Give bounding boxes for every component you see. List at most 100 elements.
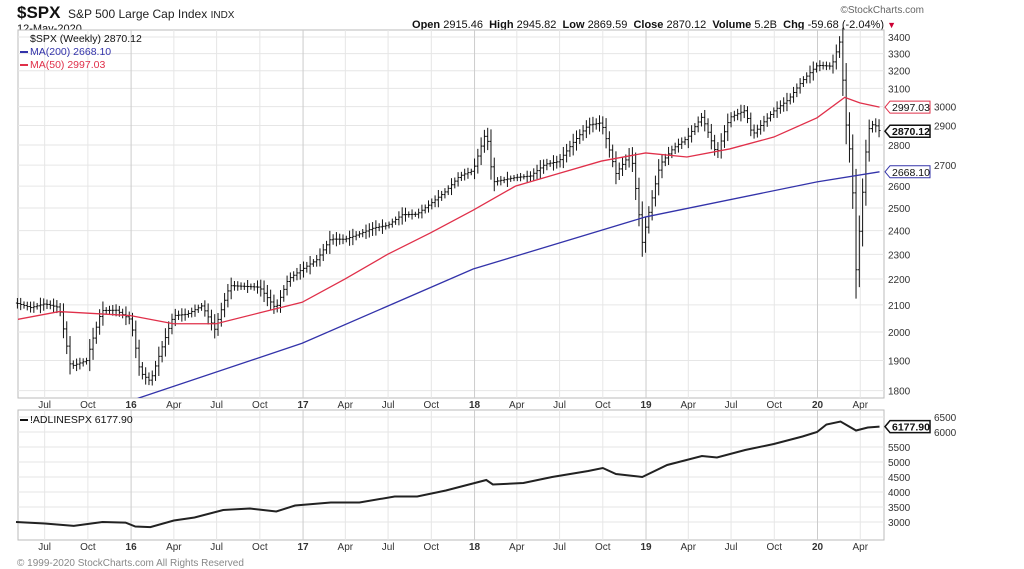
legend-adline-text: !ADLINESPX 6177.90 [30, 414, 133, 426]
ma200-value-tag-text: 2668.10 [892, 167, 930, 179]
last-price-tag: 2870.12 [884, 124, 931, 138]
x-tick-label: Apr [166, 542, 182, 553]
y-tick-label: 4000 [888, 488, 911, 499]
y-tick-label: 6500 [934, 413, 957, 424]
y-tick-label: 2200 [888, 275, 911, 286]
close-value: 2870.12 [666, 19, 707, 31]
x-tick-label: Apr [509, 542, 525, 553]
ma200-value-tag: 2668.10 [884, 165, 931, 179]
adline-line [15, 420, 880, 529]
y-tick-label: 3000 [934, 103, 957, 114]
x-tick-label: Jul [382, 542, 395, 553]
adline-value-tag: 6177.90 [884, 419, 931, 434]
y-tick-label: 2600 [888, 182, 911, 193]
x-tick-label: Apr [681, 542, 697, 553]
legend-spx-text: $SPX (Weekly) 2870.12 [30, 33, 142, 45]
ma50-line [18, 96, 880, 325]
last-price-tag-box [884, 124, 931, 138]
y-tick-label: 2800 [888, 141, 911, 152]
x-tick-label: Oct [767, 542, 783, 553]
y-tick-label: 2000 [888, 328, 911, 339]
y-tick-label: 6000 [934, 428, 957, 439]
y-tick-label: 2400 [888, 227, 911, 238]
close-label: Close [633, 19, 664, 31]
x-tick-label: Oct [595, 400, 611, 411]
y-tick-label: 2500 [888, 204, 911, 215]
x-tick-label: Oct [80, 400, 96, 411]
legend-ma200-text: MA(200) 2668.10 [30, 46, 111, 58]
legend-spx: $SPX (Weekly) 2870.12 [30, 33, 142, 45]
y-tick-label: 1900 [888, 357, 911, 368]
legend-ma50: MA(50) 2997.03 [20, 59, 105, 71]
symbol: $SPX [17, 3, 61, 22]
y-tick-label: 1800 [888, 387, 911, 398]
down-arrow-icon: ▼ [887, 20, 896, 30]
y-tick-label: 3100 [888, 84, 911, 95]
low-label: Low [562, 19, 585, 31]
x-tick-label: Oct [252, 542, 268, 553]
x-tick-label: Jul [38, 542, 51, 553]
x-tick-label: 19 [640, 542, 652, 553]
open-value: 2915.46 [443, 19, 483, 31]
ma50-value-tag: 2997.03 [884, 100, 931, 114]
high-label: High [489, 19, 514, 31]
x-tick-label: Jul [553, 400, 566, 411]
y-tick-label: 2300 [888, 250, 911, 261]
adline-panel: 3000 3500 4000 4500 5000 5500 6000 6500 Jul Oct 16… [17, 409, 957, 553]
x-tick-label: Oct [595, 542, 611, 553]
panel-frame [17, 409, 885, 541]
x-tick-label: 17 [297, 542, 309, 553]
y-tick-label: 3300 [888, 50, 911, 61]
ohlc-readout: Open 2915.46 High 2945.82 Low 2869.59 Cl… [412, 19, 896, 31]
chg-value: -59.68 (-2.04%) [807, 19, 885, 31]
adline-value-tag-box [884, 419, 931, 434]
security-full-name: S&P 500 Large Cap Index [68, 7, 208, 21]
x-tick-label: Jul [553, 542, 566, 553]
security-name: S&P 500 Large Cap Index INDX [68, 8, 234, 22]
adline-value-tag-text: 6177.90 [892, 422, 930, 434]
price-bars [15, 27, 881, 386]
x-tick-label: Oct [424, 542, 440, 553]
x-tick-label: Jul [210, 542, 223, 553]
x-tick-label: Oct [767, 400, 783, 411]
x-tick-label: 16 [126, 542, 138, 553]
x-tick-label: Apr [338, 542, 354, 553]
x-tick-label: Oct [80, 542, 96, 553]
low-value: 2869.59 [587, 19, 628, 31]
chg-label: Chg [783, 19, 805, 31]
volume-value: 5.2B [754, 19, 777, 31]
x-tick-label: 19 [640, 400, 652, 411]
ma50-value-tag-text: 2997.03 [892, 102, 930, 114]
x-tick-label: Oct [252, 400, 268, 411]
x-tick-label: 18 [469, 542, 481, 553]
x-tick-label: Oct [424, 400, 440, 411]
y-tick-label: 3000 [888, 518, 911, 529]
ma200-line [137, 171, 880, 398]
x-tick-label: Apr [852, 400, 868, 411]
legend-ma200: MA(200) 2668.10 [20, 46, 111, 58]
panel-frame [17, 29, 885, 399]
y-tick-label: 3400 [888, 33, 911, 44]
x-tick-label: 20 [812, 542, 824, 553]
y-tick-label: 3500 [888, 503, 911, 514]
volume-label: Volume [712, 19, 752, 31]
x-tick-label: Apr [338, 400, 354, 411]
ma50-value-tag-box [884, 100, 931, 114]
last-price-tag-text: 2870.12 [892, 126, 930, 138]
open-label: Open [412, 19, 441, 31]
y-tick-label: 4500 [888, 473, 911, 484]
legend-ma50-text: MA(50) 2997.03 [30, 59, 105, 71]
x-tick-label: Apr [852, 542, 868, 553]
x-tick-label: 16 [126, 400, 138, 411]
price-panel: 1800 1900 2000 2100 2200 2300 2400 2500 2600 2700… [17, 29, 957, 411]
x-tick-label: 17 [297, 400, 309, 411]
x-tick-label: Jul [210, 400, 223, 411]
x-tick-label: 18 [469, 400, 481, 411]
exchange: INDX [210, 10, 235, 21]
x-tick-label: Jul [725, 542, 738, 553]
x-tick-label: Jul [725, 400, 738, 411]
x-tick-label: Jul [382, 400, 395, 411]
y-tick-label: 5000 [888, 458, 911, 469]
ma200-value-tag-box [884, 165, 931, 179]
